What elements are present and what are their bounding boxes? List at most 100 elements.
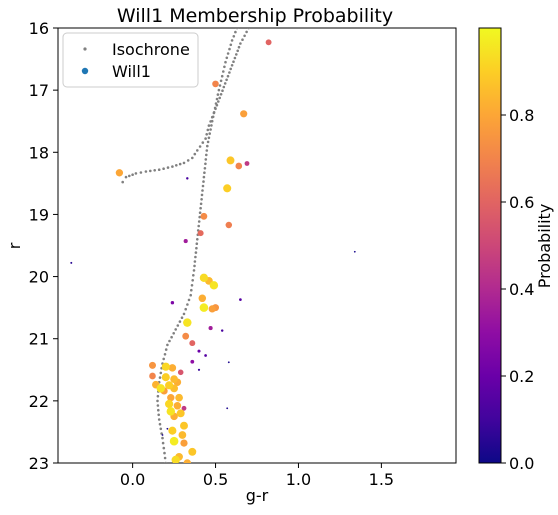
isochrone-point bbox=[168, 339, 171, 343]
isochrone-point bbox=[124, 175, 128, 179]
isochrone-point bbox=[201, 184, 205, 188]
isochrone-point bbox=[233, 56, 237, 60]
will1-point bbox=[223, 184, 232, 193]
isochrone-point bbox=[159, 427, 163, 431]
will1-point bbox=[181, 405, 187, 411]
isochrone-point bbox=[186, 303, 189, 306]
y-tick-label: 19 bbox=[29, 205, 49, 224]
isochrone-point bbox=[191, 279, 194, 282]
isochrone-point bbox=[128, 174, 131, 178]
will1-point bbox=[183, 239, 188, 244]
isochrone-point bbox=[245, 30, 248, 34]
isochrone-point bbox=[198, 145, 202, 148]
isochrone-point bbox=[230, 64, 234, 67]
isochrone-point bbox=[163, 456, 167, 460]
isochrone-point bbox=[203, 171, 206, 174]
will1-point bbox=[226, 156, 235, 165]
isochrone-point bbox=[236, 49, 239, 53]
will1-point bbox=[198, 294, 207, 303]
will1-point bbox=[149, 372, 156, 380]
will1-point bbox=[149, 361, 156, 369]
legend-box bbox=[62, 32, 199, 88]
isochrone-point bbox=[212, 111, 216, 114]
will1-point bbox=[200, 212, 208, 220]
will1-point bbox=[177, 369, 184, 376]
isochrone-point bbox=[230, 39, 234, 42]
will1-point bbox=[188, 447, 197, 456]
isochrone-point bbox=[224, 60, 227, 64]
will1-point bbox=[199, 273, 209, 282]
will1-point bbox=[235, 162, 243, 170]
isochrone-point bbox=[161, 436, 164, 440]
will1-point bbox=[168, 426, 177, 435]
isochrone-point bbox=[216, 93, 220, 96]
isochrone-point bbox=[176, 324, 180, 327]
isochrone-point bbox=[172, 332, 175, 335]
isochrone-point bbox=[198, 211, 202, 214]
will1-point bbox=[178, 431, 187, 439]
isochrone-point bbox=[202, 180, 205, 183]
isochrone-point bbox=[194, 255, 197, 259]
isochrone-point bbox=[197, 224, 200, 228]
isochrone-point bbox=[158, 376, 162, 379]
will1-point bbox=[173, 402, 182, 410]
isochrone-point bbox=[219, 79, 223, 83]
will1-point bbox=[220, 329, 224, 332]
isochrone-point bbox=[205, 149, 209, 152]
isochrone-point bbox=[161, 441, 165, 445]
colorbar-tick-label: 0.2 bbox=[509, 367, 534, 386]
will1-point bbox=[225, 221, 233, 229]
isochrone-point bbox=[215, 97, 219, 101]
isochrone-point bbox=[157, 168, 161, 171]
will1-point bbox=[197, 349, 201, 353]
isochrone-point bbox=[202, 175, 206, 179]
isochrone-point bbox=[229, 67, 232, 71]
will1-point bbox=[165, 381, 174, 390]
isochrone-point bbox=[180, 316, 184, 320]
isochrone-point bbox=[222, 85, 226, 89]
isochrone-point bbox=[189, 293, 192, 297]
isochrone-point bbox=[162, 446, 166, 450]
isochrone-point bbox=[156, 404, 160, 407]
isochrone-point bbox=[205, 153, 208, 157]
isochrone-point bbox=[156, 394, 160, 398]
isochrone-point bbox=[208, 132, 211, 135]
will1-point bbox=[180, 439, 188, 447]
isochrone-point bbox=[170, 335, 173, 339]
will1-point bbox=[183, 459, 192, 463]
isochrone-point bbox=[196, 238, 199, 241]
isochrone-point bbox=[214, 102, 218, 105]
isochrone-point bbox=[186, 159, 190, 162]
x-axis-label: g-r bbox=[246, 486, 269, 505]
colorbar-tick-label: 0.0 bbox=[509, 454, 534, 473]
isochrone-point bbox=[204, 137, 207, 140]
isochrone-point bbox=[204, 158, 208, 161]
will1-point bbox=[183, 318, 192, 327]
will1-point bbox=[176, 409, 185, 418]
isochrone-point bbox=[223, 82, 227, 85]
will1-point bbox=[169, 436, 179, 446]
isochrone-point bbox=[159, 371, 163, 375]
will1-point bbox=[115, 169, 124, 177]
isochrone-point bbox=[211, 115, 215, 119]
will1-point bbox=[161, 373, 170, 382]
isochrone-point bbox=[200, 198, 203, 201]
isochrone-point bbox=[232, 35, 236, 38]
isochrone-point bbox=[197, 220, 201, 223]
isochrone-point bbox=[182, 312, 186, 316]
isochrone-point bbox=[194, 251, 198, 254]
isochrone-point bbox=[192, 274, 195, 277]
isochrone-point bbox=[175, 164, 178, 167]
isochrone-point bbox=[187, 298, 191, 302]
colorbar-gradient bbox=[478, 27, 502, 464]
will1-point bbox=[199, 303, 209, 312]
will1-point bbox=[161, 362, 170, 371]
legend-isochrone-marker bbox=[83, 47, 87, 51]
isochrone-point bbox=[241, 38, 244, 41]
isochrone-point bbox=[162, 357, 165, 361]
isochrone-point bbox=[178, 320, 182, 323]
will1-point bbox=[189, 340, 196, 347]
isochrone-point bbox=[195, 242, 199, 245]
isochrone-point bbox=[217, 88, 221, 92]
